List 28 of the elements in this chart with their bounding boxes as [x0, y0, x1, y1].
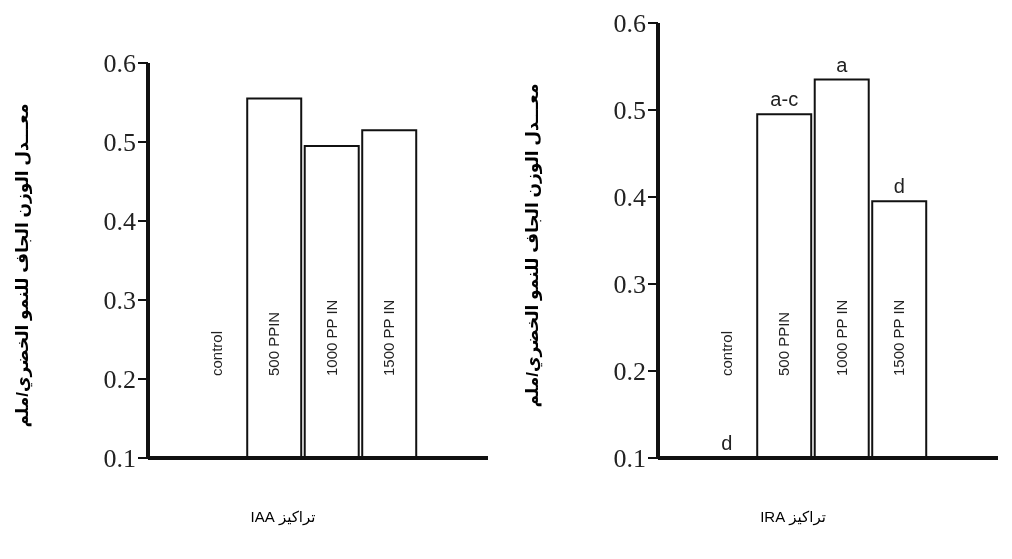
y-tick-label: 0.2	[103, 365, 136, 395]
x-tick-label: control	[207, 330, 225, 376]
x-tick-label: 500 PPIN	[265, 311, 283, 376]
x-tick-label: 1500 PP IN	[380, 299, 398, 376]
y-axis-title: معـــدل الوزن الجاف للنمو الخضري/ملم	[522, 83, 544, 408]
x-axis-title: تراكيز IRA	[759, 508, 827, 526]
x-axis-title: تراكيز IAA	[249, 508, 317, 526]
y-tick-label: 0.5	[103, 128, 136, 158]
y-tick-label: 0.3	[103, 286, 136, 316]
data-label: a	[836, 53, 849, 76]
y-tick-label: 0.3	[613, 270, 646, 300]
data-label: d	[893, 175, 905, 198]
y-tick-label: 0.5	[613, 96, 646, 126]
y-tick-label: 0.1	[613, 444, 646, 474]
y-tick-label: 0.4	[103, 207, 136, 237]
x-tick-label: 1500 PP IN	[890, 299, 908, 376]
x-tick-label: 1000 PP IN	[322, 299, 340, 376]
y-tick-label: 0.2	[613, 357, 646, 387]
y-tick-label: 0.4	[613, 183, 646, 213]
y-tick-label: 0.1	[103, 444, 136, 474]
x-tick-label: control	[717, 330, 735, 376]
x-tick-label: 1000 PP IN	[832, 299, 850, 376]
y-axis-title: معـــدل الوزن الجاف للنمو الخضري/ملم	[12, 103, 34, 428]
x-tick-label: 500 PPIN	[775, 311, 793, 376]
y-tick-label: 0.6	[613, 9, 646, 39]
y-tick-label: 0.6	[103, 49, 136, 79]
data-label: a-c	[770, 88, 799, 111]
data-label: d	[721, 432, 733, 454]
